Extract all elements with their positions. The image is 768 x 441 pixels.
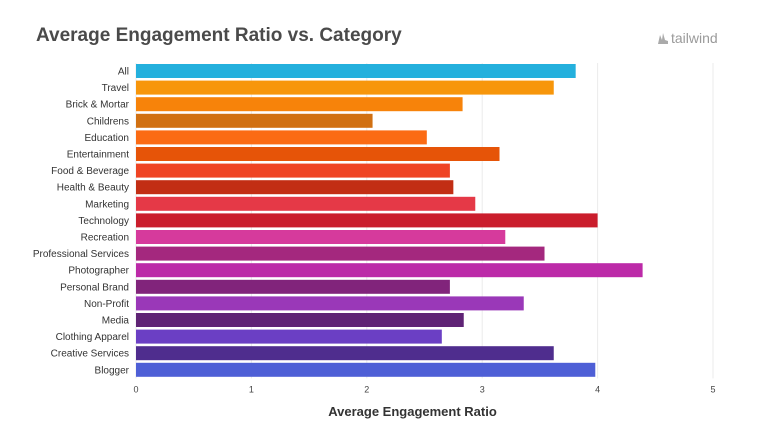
- bar: [136, 196, 476, 211]
- bar: [136, 230, 506, 244]
- bar: [136, 246, 545, 261]
- category-label: Clothing Apparel: [56, 332, 129, 343]
- category-label: Blogger: [95, 365, 130, 376]
- bar: [136, 329, 442, 344]
- category-label: Creative Services: [51, 349, 129, 360]
- category-label: Non-Profit: [84, 299, 129, 310]
- bar: [136, 64, 576, 78]
- category-label: Marketing: [85, 199, 129, 210]
- category-label: Recreation: [81, 233, 129, 244]
- category-label: Personal Brand: [60, 282, 129, 293]
- category-label: Entertainment: [67, 150, 129, 161]
- tailwind-logo: tailwind: [657, 30, 718, 46]
- x-tick-label: 1: [249, 384, 254, 394]
- category-label: Brick & Mortar: [66, 100, 130, 111]
- bar: [136, 80, 554, 95]
- chart-title: Average Engagement Ratio vs. Category: [36, 25, 402, 46]
- bar: [136, 180, 454, 195]
- bar: [136, 296, 524, 311]
- bar: [136, 346, 554, 361]
- category-label: Health & Beauty: [57, 183, 129, 194]
- category-label: Technology: [78, 216, 129, 227]
- x-tick-label: 5: [710, 384, 715, 394]
- x-tick-label: 0: [133, 384, 138, 394]
- x-tick-label: 4: [595, 384, 600, 394]
- category-label: Childrens: [87, 116, 129, 127]
- category-label: Education: [85, 133, 129, 144]
- category-label: All: [118, 67, 129, 78]
- bar: [136, 163, 450, 178]
- x-axis-label: Average Engagement Ratio: [328, 404, 497, 419]
- category-label: Food & Beverage: [51, 166, 129, 177]
- bar: [136, 313, 464, 327]
- bar: [136, 147, 500, 161]
- bar: [136, 279, 450, 294]
- category-label: Media: [102, 316, 130, 327]
- x-tick-label: 3: [480, 384, 485, 394]
- bar: [136, 213, 598, 228]
- bar: [136, 97, 463, 112]
- bar: [136, 263, 643, 278]
- bar: [136, 130, 427, 145]
- bar: [136, 113, 373, 128]
- tailwind-logo-icon: [658, 32, 668, 44]
- category-label: Travel: [102, 83, 129, 94]
- x-tick-label: 2: [364, 384, 369, 394]
- logo-text: tailwind: [671, 30, 718, 46]
- bar: [136, 362, 596, 377]
- category-label: Photographer: [68, 266, 129, 277]
- category-label: Professional Services: [33, 249, 129, 260]
